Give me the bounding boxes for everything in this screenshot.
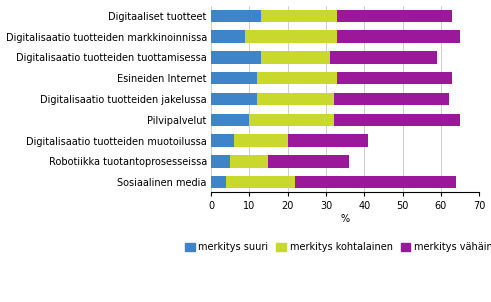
Bar — [330, 51, 437, 64]
Bar — [295, 176, 456, 188]
X-axis label: %: % — [341, 214, 350, 224]
Bar — [257, 93, 333, 105]
Bar — [249, 114, 333, 126]
Bar — [211, 72, 257, 85]
Bar — [211, 114, 249, 126]
Bar — [333, 114, 460, 126]
Bar — [211, 93, 257, 105]
Bar — [257, 72, 337, 85]
Bar — [234, 134, 288, 147]
Bar — [337, 31, 460, 43]
Bar — [211, 134, 234, 147]
Legend: merkitys suuri, merkitys kohtalainen, merkitys vähäinen: merkitys suuri, merkitys kohtalainen, me… — [181, 238, 491, 256]
Bar — [288, 134, 368, 147]
Bar — [211, 155, 230, 168]
Bar — [333, 93, 449, 105]
Bar — [269, 155, 349, 168]
Bar — [211, 31, 246, 43]
Bar — [211, 176, 226, 188]
Bar — [211, 10, 261, 22]
Bar — [337, 72, 452, 85]
Bar — [261, 10, 337, 22]
Bar — [211, 51, 261, 64]
Bar — [261, 51, 330, 64]
Bar — [246, 31, 337, 43]
Bar — [226, 176, 295, 188]
Bar — [230, 155, 269, 168]
Bar — [337, 10, 452, 22]
